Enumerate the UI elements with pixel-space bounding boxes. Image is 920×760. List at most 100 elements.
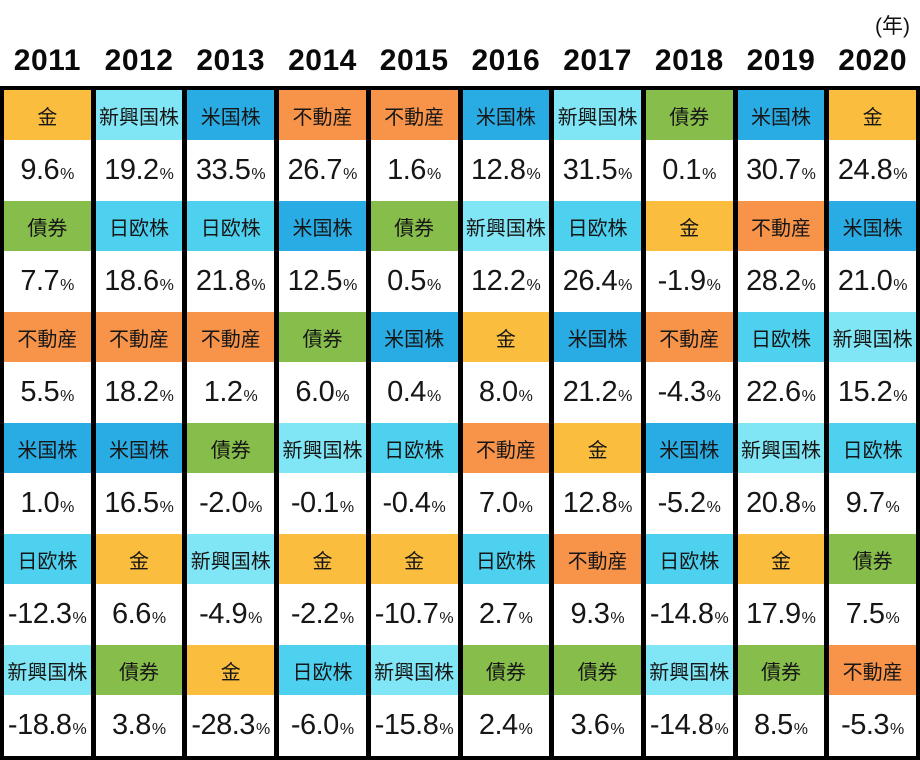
return-value-cell: 1.6% [370, 140, 458, 201]
return-value: 24.8 [837, 154, 893, 186]
rank-cell-group: 債券 7.5% [829, 534, 917, 645]
percent-symbol: % [526, 166, 541, 183]
asset-name-cell: 新興国株 [645, 645, 733, 695]
asset-name-cell: 不動産 [462, 423, 550, 473]
asset-name-cell: 不動産 [95, 312, 183, 362]
return-value: -10.7 [374, 598, 439, 630]
percent-symbol: % [714, 721, 729, 738]
rank-cell-group: 新興国株 15.2% [829, 312, 917, 423]
return-value-cell: 22.6% [737, 362, 825, 423]
rank-cell-group: 不動産 -5.3% [829, 645, 917, 756]
asset-name-cell: 米国株 [4, 423, 91, 473]
return-value-cell: -12.3% [4, 584, 91, 645]
return-value-cell: 8.5% [737, 695, 825, 756]
return-value: 7.5 [845, 598, 885, 630]
rank-cell-group: 日欧株 -0.4% [370, 423, 458, 534]
asset-name-cell: 日欧株 [737, 312, 825, 362]
rank-cell-group: 債券 3.8% [95, 645, 183, 756]
return-value: 21.8 [195, 265, 251, 297]
asset-name-cell: 金 [462, 312, 550, 362]
return-value-cell: -18.8% [4, 695, 91, 756]
rank-cell-group: 債券 7.7% [4, 201, 91, 312]
asset-name-cell: 金 [554, 423, 641, 473]
return-value: -14.8 [649, 709, 714, 741]
rank-cell-group: 債券 6.0% [279, 312, 366, 423]
return-value-cell: -2.2% [279, 584, 366, 645]
asset-name-cell: 不動産 [554, 534, 641, 584]
return-value: 12.5 [287, 265, 343, 297]
return-value: -14.8 [649, 598, 714, 630]
return-value-cell: 26.4% [554, 251, 641, 312]
asset-name-cell: 日欧株 [554, 201, 641, 251]
rank-cell-group: 日欧株 18.6% [95, 201, 183, 312]
rank-cell-group: 債券 -2.0% [187, 423, 275, 534]
asset-name-cell: 米国株 [737, 90, 825, 140]
rank-cell-group: 日欧株 26.4% [554, 201, 641, 312]
rank-cell-group: 金 -2.2% [279, 534, 366, 645]
year-label: 2011 [13, 44, 81, 77]
return-value: 0.1 [662, 154, 702, 186]
percent-symbol: % [893, 388, 908, 405]
year-label: 2013 [196, 44, 266, 77]
percent-symbol: % [885, 499, 900, 516]
rank-cell-group: 不動産 26.7% [279, 90, 366, 201]
return-value: 21.2 [562, 376, 618, 408]
percent-symbol: % [801, 388, 816, 405]
return-value: 20.8 [746, 487, 801, 519]
rank-cell-group: 新興国株 12.2% [462, 201, 550, 312]
percent-symbol: % [60, 388, 75, 405]
percent-symbol: % [714, 610, 729, 627]
rank-cell-group: 不動産 1.6% [370, 90, 458, 201]
return-value-cell: 12.8% [462, 140, 550, 201]
percent-symbol: % [518, 388, 533, 405]
rank-cell-group: 不動産 28.2% [737, 201, 825, 312]
return-value: 12.8 [471, 154, 526, 186]
percent-symbol: % [60, 499, 75, 516]
percent-symbol: % [801, 499, 816, 516]
percent-symbol: % [426, 388, 442, 405]
return-value: 8.0 [478, 376, 518, 408]
return-value-cell: 7.0% [462, 473, 550, 534]
asset-name-cell: 日欧株 [187, 201, 275, 251]
percent-symbol: % [159, 499, 174, 516]
return-value-cell: 8.0% [462, 362, 550, 423]
return-value: 30.7 [746, 154, 801, 186]
year-column: 新興国株 19.2% 日欧株 18.6% 不動産 18.2% 米国株 16.5% 金 6.6% 債券… [95, 90, 183, 756]
asset-name-cell: 日欧株 [829, 423, 917, 473]
percent-symbol: % [335, 388, 350, 405]
rank-cell-group: 日欧株 22.6% [737, 312, 825, 423]
return-value-cell: 7.7% [4, 251, 91, 312]
percent-symbol: % [343, 166, 358, 183]
asset-name-cell: 金 [370, 534, 458, 584]
rank-cell-group: 債券 2.4% [462, 645, 550, 756]
return-value-cell: -14.8% [645, 695, 733, 756]
asset-name-cell: 日欧株 [462, 534, 550, 584]
return-value-cell: 5.5% [4, 362, 91, 423]
return-value-cell: 17.9% [737, 584, 825, 645]
asset-name-cell: 米国株 [462, 90, 550, 140]
return-value-cell: 9.6% [4, 140, 91, 201]
rank-cell-group: 米国株 21.0% [829, 201, 917, 312]
asset-name-cell: 債券 [554, 645, 641, 695]
rank-cell-group: 債券 8.5% [737, 645, 825, 756]
return-value: 9.3 [570, 598, 610, 630]
return-value-cell: 3.6% [554, 695, 641, 756]
percent-symbol: % [60, 166, 75, 183]
asset-name-cell: 日欧株 [370, 423, 458, 473]
return-value: -18.8 [7, 709, 72, 741]
rank-cell-group: 債券 0.1% [645, 90, 733, 201]
asset-name-cell: 新興国株 [4, 645, 91, 695]
asset-name-cell: 金 [829, 90, 917, 140]
asset-name-cell: 金 [187, 645, 275, 695]
percent-symbol: % [890, 721, 905, 738]
percent-symbol: % [893, 277, 908, 294]
asset-name-cell: 新興国株 [462, 201, 550, 251]
return-value-cell: 21.0% [829, 251, 917, 312]
asset-name-cell: 債券 [737, 645, 825, 695]
return-value: 1.6 [387, 154, 426, 186]
return-value: 5.5 [20, 376, 60, 408]
asset-name-cell: 米国株 [370, 312, 458, 362]
return-value-cell: 2.4% [462, 695, 550, 756]
return-value-cell: 15.2% [829, 362, 917, 423]
year-label: 2017 [563, 44, 632, 77]
